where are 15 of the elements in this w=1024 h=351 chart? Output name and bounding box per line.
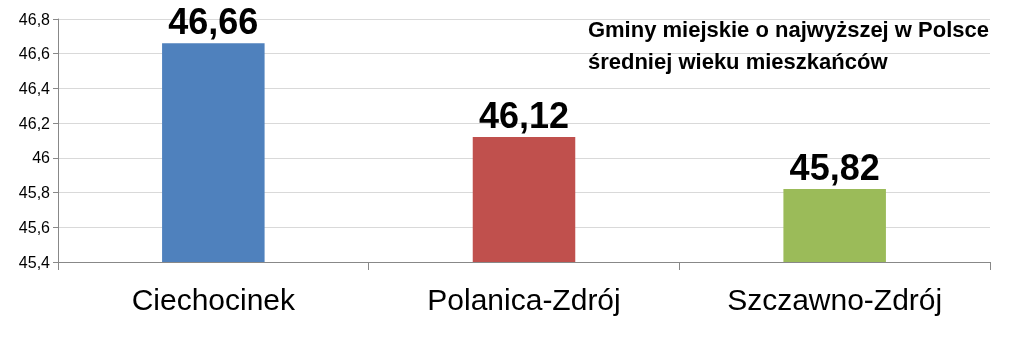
data-label: 45,82 — [789, 146, 880, 188]
y-tick-label: 45,6 — [18, 218, 51, 236]
text: Gminy miejskie o najwyższej w Polsce średniej wieku mieszkańców — [587, 16, 989, 74]
y-tick-label: 46,4 — [18, 79, 51, 97]
x-tick-label: Szczawno-Zdrój — [727, 282, 943, 316]
x-tick-label: Polanica-Zdrój — [427, 282, 621, 316]
data-label: 46,66 — [168, 0, 259, 42]
y-tick-label: 45,4 — [18, 253, 51, 271]
y-tick-label: 46 — [32, 149, 51, 167]
y-tick-label: 46,2 — [18, 114, 51, 132]
y-tick-label: 46,6 — [18, 45, 51, 63]
y-tick-label: 46,8 — [18, 10, 51, 28]
x-tick-label: Ciechocinek — [131, 282, 297, 316]
data-label: 46,12 — [478, 94, 570, 136]
y-tick-label: 45,8 — [18, 184, 51, 202]
